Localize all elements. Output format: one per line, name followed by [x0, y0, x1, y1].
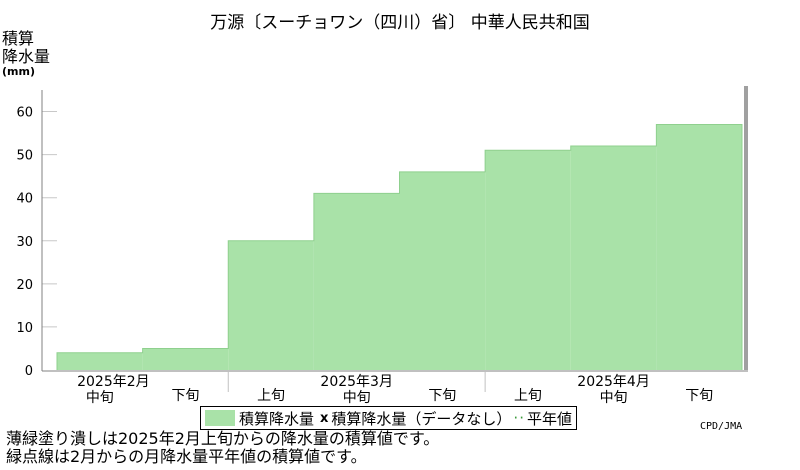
x-tick-labels: 中旬 下旬 上旬 中旬 下旬 上旬 中旬 下旬 2025年2月 2025年3月 2025年4月	[77, 372, 713, 406]
x-tick-label: 下旬	[685, 388, 713, 404]
y-tick-label: 10	[16, 321, 33, 336]
month-label: 2025年3月	[320, 374, 393, 390]
y-axis-label-line2: 降水量	[2, 47, 51, 66]
note-1: 薄緑塗り潰しは2025年2月上旬からの降水量の積算値です。	[6, 429, 440, 448]
y-tick-label: 50	[16, 149, 33, 164]
legend-normal-dots: ··	[513, 409, 525, 427]
x-tick-label: 中旬	[343, 390, 371, 406]
note-2: 緑点線は2月からの月降水量平年値の積算値です。	[6, 447, 367, 466]
area-step-3	[313, 193, 400, 370]
x-tick-label: 上旬	[514, 388, 542, 404]
area-step-0	[57, 352, 143, 370]
legend-normal: 平年値	[526, 409, 572, 428]
area-step-7	[656, 124, 742, 370]
y-tick-label: 40	[16, 192, 33, 207]
y-tick-label: 30	[16, 235, 33, 250]
legend: 積算降水量 x 積算降水量（データなし） ·· 平年値	[200, 406, 577, 430]
area-step-2	[228, 240, 314, 370]
area-step-5	[485, 150, 571, 370]
legend-nodata-marker: x	[320, 410, 329, 426]
x-tick-label: 中旬	[86, 390, 114, 406]
credit: CPD/JMA	[700, 421, 743, 432]
legend-accumulated: 積算降水量	[239, 409, 315, 428]
x-tick-label: 中旬	[600, 390, 628, 406]
x-tick-label: 下旬	[428, 388, 456, 404]
y-tick-label: 0	[25, 364, 33, 379]
accumulated-area	[56, 123, 743, 370]
y-axis-unit: (mm)	[2, 65, 35, 78]
month-label: 2025年2月	[77, 374, 150, 390]
x-tick-label: 下旬	[171, 388, 199, 404]
y-tick-label: 20	[16, 278, 33, 293]
x-tick-label: 上旬	[257, 388, 285, 404]
legend-nodata: 積算降水量（データなし）	[331, 409, 512, 428]
y-axis-label: 積算 降水量 (mm)	[2, 30, 50, 78]
area-step-6	[570, 146, 657, 370]
y-axis-label-line1: 積算	[2, 29, 35, 48]
y-tick-labels: 0 10 20 30 40 50 60	[16, 106, 33, 379]
area-step-1	[142, 348, 229, 370]
notes: 薄緑塗り潰しは2025年2月上旬からの降水量の積算値です。 緑点線は2月からの月…	[6, 430, 439, 466]
chart-title: 万源〔スーチョワン（四川）省〕 中華人民共和国	[210, 13, 590, 33]
area-step-4	[399, 171, 486, 370]
legend-swatch-accumulated	[205, 410, 235, 426]
y-tick-label: 60	[16, 106, 33, 121]
area-outline	[56, 123, 743, 370]
month-label: 2025年4月	[577, 374, 650, 390]
